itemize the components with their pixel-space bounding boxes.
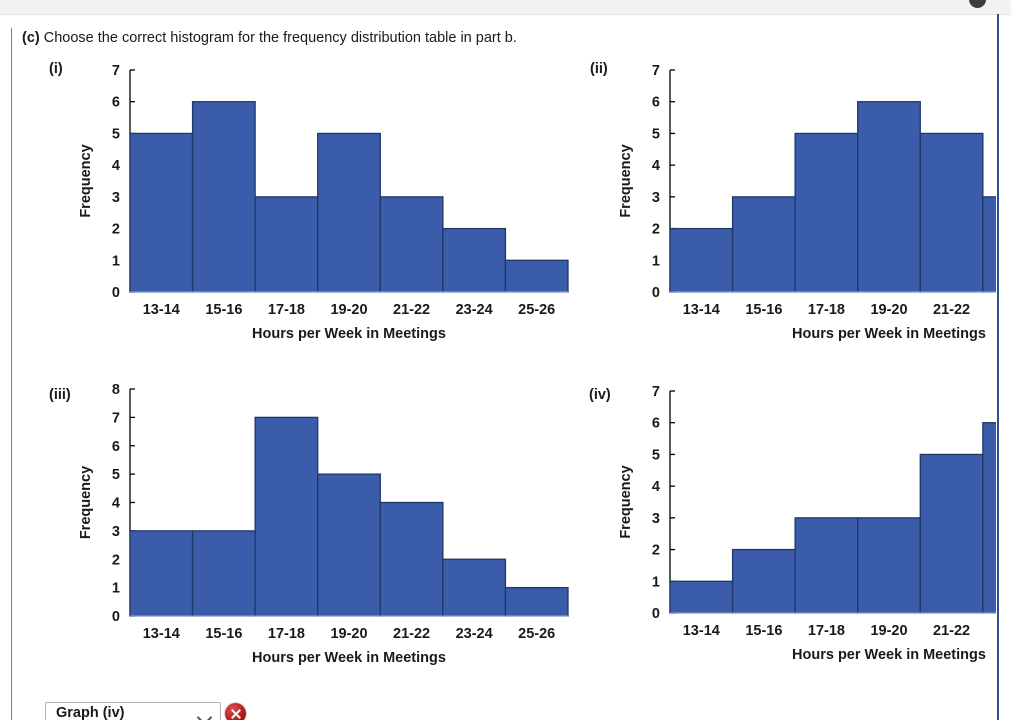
svg-text:1: 1 <box>112 581 120 597</box>
svg-text:Frequency: Frequency <box>618 144 634 217</box>
svg-text:2: 2 <box>652 543 660 559</box>
svg-text:0: 0 <box>652 606 660 622</box>
svg-text:25-26: 25-26 <box>518 302 555 318</box>
svg-text:13-14: 13-14 <box>143 626 180 642</box>
svg-text:Frequency: Frequency <box>78 466 94 539</box>
svg-text:21-22: 21-22 <box>933 623 970 639</box>
svg-text:15-16: 15-16 <box>205 302 242 318</box>
svg-text:13-14: 13-14 <box>683 623 720 639</box>
svg-text:13-14: 13-14 <box>683 302 720 318</box>
svg-text:15-16: 15-16 <box>205 626 242 642</box>
svg-text:1: 1 <box>652 574 660 590</box>
svg-text:19-20: 19-20 <box>870 302 907 318</box>
svg-text:1: 1 <box>652 253 660 269</box>
svg-text:4: 4 <box>652 479 660 495</box>
svg-text:8: 8 <box>112 382 120 398</box>
svg-text:3: 3 <box>112 190 120 206</box>
svg-text:17-18: 17-18 <box>808 302 845 318</box>
svg-text:25-26: 25-26 <box>518 626 555 642</box>
svg-text:3: 3 <box>652 190 660 206</box>
svg-text:6: 6 <box>652 416 660 432</box>
svg-text:7: 7 <box>652 384 660 400</box>
svg-text:23-24: 23-24 <box>456 626 493 642</box>
svg-text:1: 1 <box>112 253 120 269</box>
svg-text:Hours per Week in Meetings: Hours per Week in Meetings <box>792 326 986 342</box>
svg-text:15-16: 15-16 <box>745 623 782 639</box>
svg-text:17-18: 17-18 <box>808 623 845 639</box>
svg-text:13-14: 13-14 <box>143 302 180 318</box>
svg-text:21-22: 21-22 <box>393 302 430 318</box>
svg-text:4: 4 <box>652 158 660 174</box>
svg-text:4: 4 <box>112 496 120 512</box>
svg-text:6: 6 <box>112 95 120 111</box>
svg-text:0: 0 <box>112 285 120 301</box>
svg-text:21-22: 21-22 <box>393 626 430 642</box>
svg-text:19-20: 19-20 <box>330 302 367 318</box>
svg-text:15-16: 15-16 <box>745 302 782 318</box>
svg-text:5: 5 <box>652 447 660 463</box>
svg-text:19-20: 19-20 <box>330 626 367 642</box>
svg-text:2: 2 <box>112 552 120 568</box>
svg-text:7: 7 <box>652 63 660 79</box>
svg-text:23-24: 23-24 <box>456 302 493 318</box>
svg-text:0: 0 <box>652 285 660 301</box>
svg-text:6: 6 <box>652 95 660 111</box>
svg-text:17-18: 17-18 <box>268 302 305 318</box>
svg-text:0: 0 <box>112 609 120 625</box>
svg-text:7: 7 <box>112 410 120 426</box>
svg-text:6: 6 <box>112 439 120 455</box>
svg-text:5: 5 <box>112 467 120 483</box>
svg-text:Hours per Week in Meetings: Hours per Week in Meetings <box>792 647 986 663</box>
svg-text:Frequency: Frequency <box>618 465 634 538</box>
svg-text:4: 4 <box>112 158 120 174</box>
svg-text:5: 5 <box>652 126 660 142</box>
svg-text:5: 5 <box>112 126 120 142</box>
svg-text:7: 7 <box>112 63 120 79</box>
svg-text:3: 3 <box>652 511 660 527</box>
svg-text:3: 3 <box>112 524 120 540</box>
svg-text:2: 2 <box>652 222 660 238</box>
svg-text:21-22: 21-22 <box>933 302 970 318</box>
svg-text:Hours per Week in Meetings: Hours per Week in Meetings <box>252 326 446 342</box>
svg-text:2: 2 <box>112 222 120 238</box>
svg-text:17-18: 17-18 <box>268 626 305 642</box>
svg-text:Hours per Week in Meetings: Hours per Week in Meetings <box>252 650 446 666</box>
svg-text:19-20: 19-20 <box>870 623 907 639</box>
svg-text:Frequency: Frequency <box>78 144 94 217</box>
